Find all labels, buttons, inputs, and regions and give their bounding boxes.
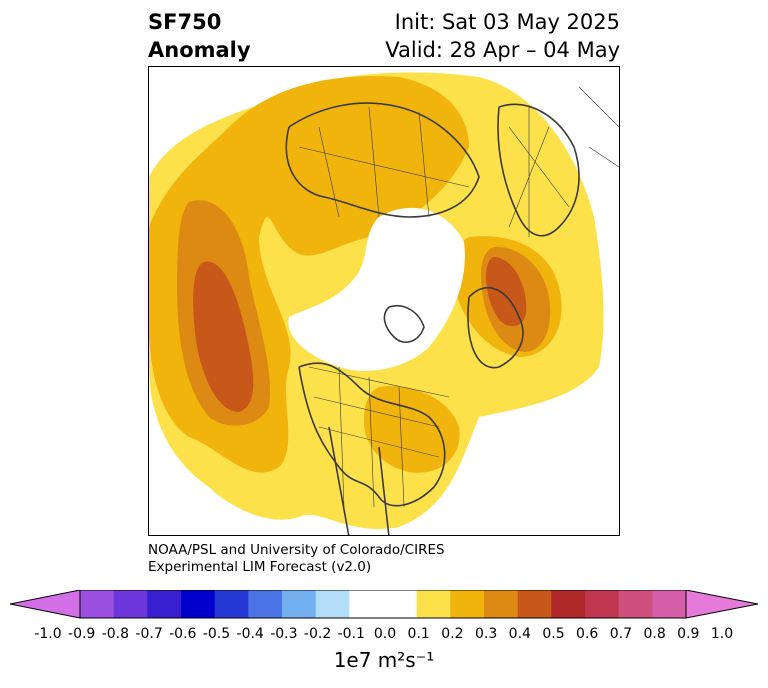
- chart-title: SF750 Anomaly: [148, 8, 251, 64]
- colorbar-swatch: [248, 590, 283, 618]
- polar-map: [148, 66, 620, 536]
- credit-line-1: NOAA/PSL and University of Colorado/CIRE…: [148, 542, 445, 558]
- colorbar-tick-label: -0.6: [169, 626, 197, 642]
- colorbar-swatch: [383, 590, 418, 618]
- colorbar-svg: [9, 589, 759, 619]
- colorbar-tick-label: 0.8: [643, 626, 666, 642]
- colorbar-tick-label: 0.0: [373, 626, 397, 642]
- colorbar-frame: [79, 589, 687, 619]
- init-date: Init: Sat 03 May 2025: [394, 10, 620, 34]
- colorbar-swatch: [214, 590, 249, 618]
- colorbar-extend-min: [9, 589, 81, 619]
- coastlines: [285, 102, 580, 535]
- colorbar-swatch: [585, 590, 620, 618]
- colorbar-swatch: [450, 590, 485, 618]
- colorbar-swatch: [113, 590, 148, 618]
- colorbar-swatch: [315, 590, 350, 618]
- forecast-dates: Init: Sat 03 May 2025 Valid: 28 Apr – 04…: [385, 8, 620, 64]
- colorbar-tick-label: 0.2: [441, 626, 464, 642]
- map-svg: [149, 72, 619, 535]
- colorbar-swatch: [80, 590, 115, 618]
- colorbar-tick-label: -0.9: [68, 626, 96, 642]
- political-borders: [298, 86, 619, 508]
- colorbar-tick-label: 0.9: [677, 626, 700, 642]
- colorbar-swatch: [147, 590, 182, 618]
- credit-line-2: Experimental LIM Forecast (v2.0): [148, 559, 372, 575]
- anomaly-contour-0-4-pacific: [193, 261, 254, 412]
- colorbar-tick-label: 0.3: [474, 626, 498, 642]
- colorbar: [9, 589, 759, 620]
- colorbar-swatch: [282, 590, 317, 618]
- colorbar-extend-max: [685, 589, 759, 619]
- colorbar-ticks: -1.0 -0.9 -0.8 -0.7 -0.6 -0.5 -0.4 -0.3 -0.2 -0.1…: [0, 626, 768, 646]
- colorbar-tick-label: 0.5: [542, 626, 565, 642]
- colorbar-tick-label: -0.4: [236, 626, 264, 642]
- colorbar-swatch: [652, 590, 687, 618]
- title-variable: SF750: [148, 10, 222, 34]
- anomaly-contour-0-2-usa: [364, 386, 460, 473]
- colorbar-swatch: [517, 590, 552, 618]
- anomaly-contour-0-4-europe: [486, 257, 527, 327]
- colorbar-swatch: [349, 590, 384, 618]
- colorbar-swatch: [551, 590, 586, 618]
- colorbar-tick-label: -0.2: [303, 626, 332, 642]
- colorbar-tick-label: 0.6: [576, 626, 599, 642]
- colorbar-tick-label: -0.1: [337, 626, 365, 642]
- colorbar-swatch: [181, 590, 216, 618]
- colorbar-unit: 1e7 m²s⁻¹: [333, 648, 435, 672]
- colorbar-tick-label: -0.3: [270, 626, 298, 642]
- colorbar-tick-label: -0.5: [202, 626, 231, 642]
- credit-text: NOAA/PSL and University of Colorado/CIRE…: [148, 542, 445, 576]
- arctic-neutral-region: [288, 207, 465, 371]
- colorbar-tick-label: -0.7: [135, 626, 163, 642]
- colorbar-tick-label: -1.0: [34, 626, 62, 642]
- colorbar-tick-label: 0.4: [508, 626, 531, 642]
- colorbar-tick-label: 1.0: [710, 626, 734, 642]
- colorbar-tick-label: 0.1: [407, 626, 430, 642]
- colorbar-swatch: [416, 590, 451, 618]
- colorbar-swatch: [618, 590, 653, 618]
- colorbar-tick-label: -0.8: [101, 626, 130, 642]
- colorbar-swatch: [484, 590, 519, 618]
- title-anomaly: Anomaly: [148, 38, 251, 62]
- valid-range: Valid: 28 Apr – 04 May: [385, 38, 620, 62]
- colorbar-tick-label: 0.7: [609, 626, 633, 642]
